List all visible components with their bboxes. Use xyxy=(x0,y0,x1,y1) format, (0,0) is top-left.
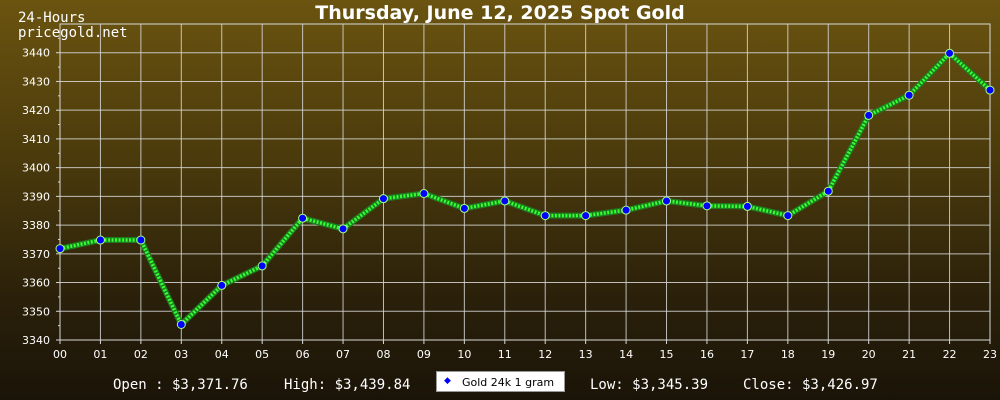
y-tick-label: 3360 xyxy=(22,277,50,290)
data-point xyxy=(702,201,712,211)
data-point xyxy=(662,196,672,206)
data-point xyxy=(257,261,267,271)
data-point xyxy=(500,196,510,206)
y-tick-label: 3350 xyxy=(22,305,50,318)
series-line xyxy=(59,51,992,327)
x-tick-label: 09 xyxy=(417,348,431,361)
x-tick-label: 17 xyxy=(740,348,754,361)
chart-title: Thursday, June 12, 2025 Spot Gold xyxy=(315,2,685,24)
data-point xyxy=(419,188,429,198)
site-label: pricegold.net xyxy=(18,25,128,41)
y-tick-label: 3370 xyxy=(22,248,50,261)
legend: ◆ Gold 24k 1 gram xyxy=(436,371,565,392)
x-tick-label: 21 xyxy=(902,348,916,361)
x-tick-label: 07 xyxy=(336,348,350,361)
y-tick-label: 3340 xyxy=(22,334,50,347)
y-tick-label: 3400 xyxy=(22,162,50,175)
data-point xyxy=(298,213,308,223)
x-tick-label: 01 xyxy=(93,348,107,361)
data-point xyxy=(459,203,469,213)
open-stat: Open : $3,371.76 xyxy=(113,377,248,393)
data-point xyxy=(985,85,995,95)
low-stat: Low: $3,345.39 xyxy=(590,377,709,393)
data-point xyxy=(783,211,793,221)
data-point xyxy=(621,205,631,215)
series-line-shadow xyxy=(57,50,993,328)
x-tick-label: 22 xyxy=(943,348,957,361)
close-stat: Close: $3,426.97 xyxy=(743,377,878,393)
data-point xyxy=(904,90,914,100)
data-point xyxy=(742,201,752,211)
x-tick-label: 03 xyxy=(174,348,188,361)
y-tick-label: 3440 xyxy=(22,47,50,60)
plot-area-frame xyxy=(59,23,991,341)
legend-marker-icon: ◆ xyxy=(444,376,451,386)
data-point xyxy=(540,211,550,221)
x-tick-label: 20 xyxy=(862,348,876,361)
x-tick-label: 13 xyxy=(579,348,593,361)
data-point xyxy=(136,235,146,245)
x-tick-label: 04 xyxy=(215,348,229,361)
data-point xyxy=(581,211,591,221)
period-label: 24-Hours xyxy=(18,10,86,26)
x-tick-label: 18 xyxy=(781,348,795,361)
tick-label-layer: 3340 3350 3360 3370 3380 3390 3400 3410 3420 3430… xyxy=(22,47,997,361)
y-tick-label: 3430 xyxy=(22,75,50,88)
y-tick-label: 3380 xyxy=(22,219,50,232)
y-tick-label: 3420 xyxy=(22,104,50,117)
high-stat: High: $3,439.84 xyxy=(284,377,411,393)
x-tick-label: 14 xyxy=(619,348,633,361)
data-point xyxy=(95,235,105,245)
data-point xyxy=(338,224,348,234)
x-tick-label: 06 xyxy=(296,348,310,361)
data-point xyxy=(378,194,388,204)
series-layer xyxy=(57,50,993,328)
point-layer xyxy=(55,48,995,329)
data-point xyxy=(823,186,833,196)
x-tick-label: 05 xyxy=(255,348,269,361)
x-tick-label: 00 xyxy=(53,348,67,361)
x-tick-label: 10 xyxy=(457,348,471,361)
y-tick-label: 3410 xyxy=(22,133,50,146)
legend-label: Gold 24k 1 gram xyxy=(462,376,555,389)
x-tick-label: 16 xyxy=(700,348,714,361)
x-tick-label: 12 xyxy=(538,348,552,361)
x-tick-label: 19 xyxy=(821,348,835,361)
data-point xyxy=(55,244,65,254)
grid-layer xyxy=(56,24,991,344)
y-tick-label: 3390 xyxy=(22,190,50,203)
data-point xyxy=(864,110,874,120)
x-tick-label: 11 xyxy=(498,348,512,361)
x-tick-label: 02 xyxy=(134,348,148,361)
data-point xyxy=(945,48,955,58)
data-point xyxy=(176,319,186,329)
x-tick-label: 15 xyxy=(660,348,674,361)
x-tick-label: 08 xyxy=(376,348,390,361)
data-point xyxy=(217,280,227,290)
x-tick-label: 23 xyxy=(983,348,997,361)
